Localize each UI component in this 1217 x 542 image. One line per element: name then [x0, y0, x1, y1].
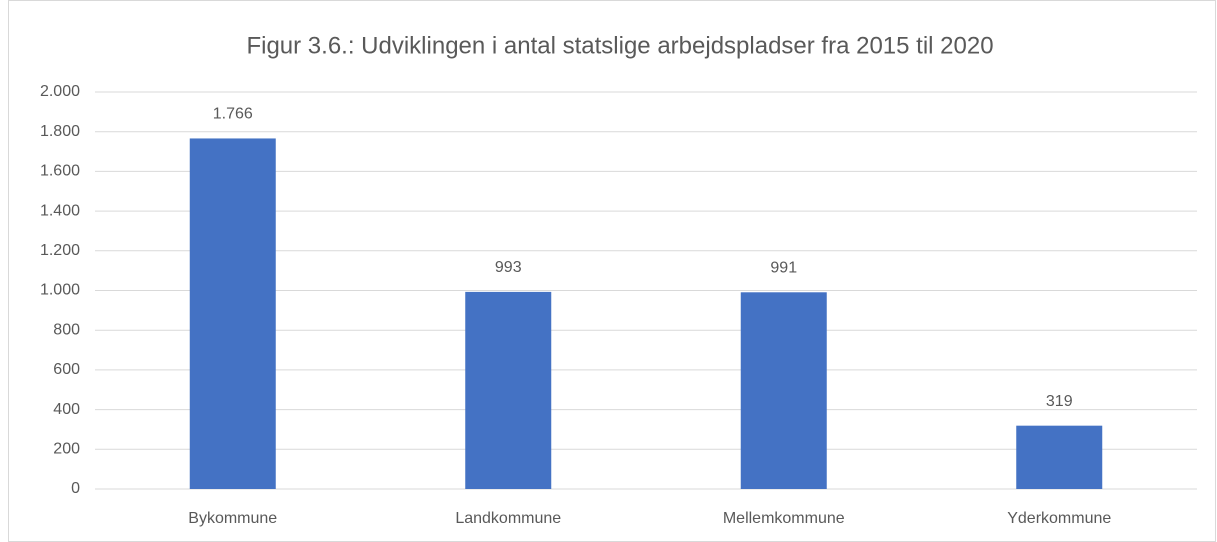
y-tick-label: 800 — [53, 321, 80, 338]
x-tick-label: Yderkommune — [1007, 510, 1111, 527]
data-label: 993 — [495, 259, 522, 276]
y-tick-label: 400 — [53, 401, 80, 418]
y-tick-label: 1.200 — [40, 242, 80, 259]
bar — [465, 291, 552, 489]
bar — [189, 138, 276, 489]
bar — [740, 292, 827, 489]
bar — [1016, 425, 1103, 489]
y-tick-label: 1.400 — [40, 202, 80, 219]
x-tick-label: Bykommune — [188, 510, 277, 527]
y-tick-label: 600 — [53, 361, 80, 378]
y-tick-label: 1.800 — [40, 123, 80, 140]
y-tick-label: 200 — [53, 441, 80, 458]
data-label: 991 — [770, 260, 797, 277]
y-tick-label: 1.000 — [40, 282, 80, 299]
y-tick-label: 0 — [71, 480, 80, 497]
x-tick-label: Landkommune — [455, 510, 561, 527]
chart-title: Figur 3.6.: Udviklingen i antal statslig… — [246, 32, 993, 59]
y-tick-label: 1.600 — [40, 163, 80, 180]
data-label: 319 — [1046, 393, 1073, 410]
y-tick-label: 2.000 — [40, 83, 80, 100]
x-tick-label: Mellemkommune — [723, 510, 845, 527]
data-label: 1.766 — [213, 106, 253, 123]
